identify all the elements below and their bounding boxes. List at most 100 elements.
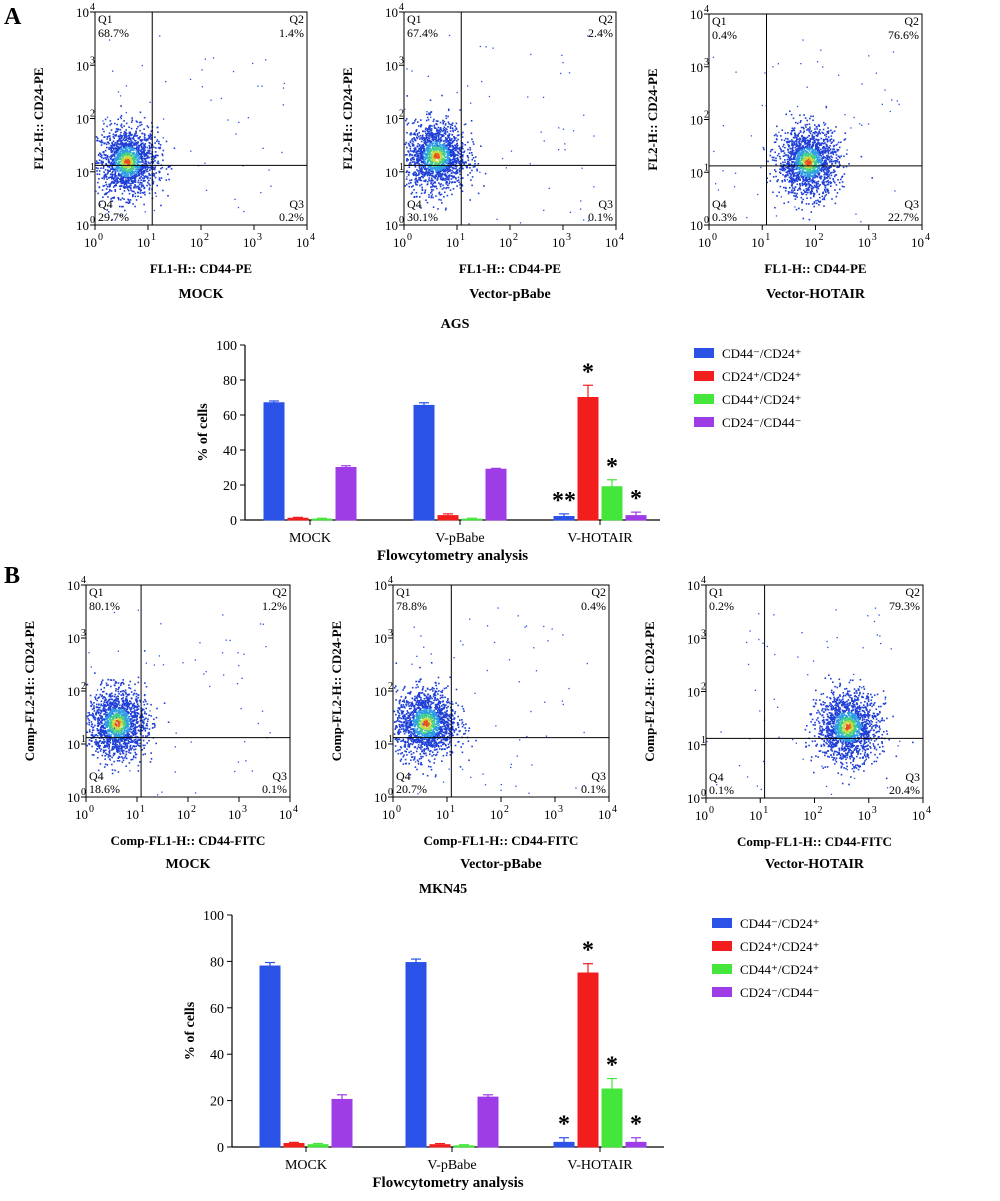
y-tick-label: 10 3 <box>67 628 86 646</box>
x-tick-label: 10 0 <box>393 232 412 250</box>
x-tick-label: 10 4 <box>911 232 930 250</box>
bar-2-3 <box>625 515 647 521</box>
y-tick-label: 10 2 <box>687 682 706 700</box>
legend-label: CD24⁻/CD44⁻ <box>722 415 801 430</box>
quadrant-q3-value: 0.2% <box>279 210 304 224</box>
y-tick-label: 10 2 <box>385 109 404 127</box>
quadrant-q4-value: 18.6% <box>89 782 120 796</box>
quadrant-q1-label: Q1 <box>709 585 724 599</box>
quadrant-q1-value: 78.8% <box>396 599 427 613</box>
legend-label: CD44⁺/CD24⁺ <box>740 962 819 977</box>
x-tick-label: V-pBabe <box>427 1158 476 1173</box>
quadrant-q1-label: Q1 <box>712 14 727 28</box>
quadrant-q4-value: 30.1% <box>407 210 438 224</box>
y-tick-label: 10 3 <box>374 628 393 646</box>
svg-text:1: 1 <box>151 232 156 243</box>
svg-text:10: 10 <box>393 235 406 250</box>
x-axis-label: Comp-FL1-H:: CD44-FITC <box>424 833 579 848</box>
quadrant-q2-value: 2.4% <box>588 26 613 40</box>
density-cloud <box>712 39 900 223</box>
quadrant-q2-label: Q2 <box>272 585 287 599</box>
y-tick-label: 10 1 <box>76 162 95 180</box>
y-tick-label: 0 <box>217 1141 224 1156</box>
quadrant-q2-value: 1.4% <box>279 26 304 40</box>
bar-1-2 <box>453 1145 475 1148</box>
y-tick-label: 10 4 <box>385 2 404 20</box>
svg-text:2: 2 <box>513 232 518 243</box>
legend-label: CD44⁺/CD24⁺ <box>722 392 801 407</box>
scatter-caption: MOCK <box>178 287 223 302</box>
y-tick-label: 10 2 <box>76 109 95 127</box>
x-tick-label: 10 0 <box>75 804 94 822</box>
legend-label: CD44⁻/CD24⁺ <box>722 346 801 361</box>
svg-text:2: 2 <box>90 109 95 120</box>
y-tick-label: 20 <box>223 479 237 494</box>
significance-star: * <box>582 359 594 385</box>
svg-text:4: 4 <box>399 2 404 13</box>
legend-swatch <box>694 371 714 381</box>
density-cloud <box>95 35 285 221</box>
quadrant-q2-label: Q2 <box>904 14 919 28</box>
x-tick-label: 10 3 <box>858 805 877 823</box>
cell-line-label: AGS <box>441 317 470 332</box>
svg-text:0: 0 <box>90 215 95 226</box>
legend-label: CD44⁻/CD24⁺ <box>740 916 819 931</box>
quadrant-q1-value: 67.4% <box>407 26 438 40</box>
x-tick-label: V-HOTAIR <box>567 531 633 546</box>
x-tick-label: 10 2 <box>177 804 196 822</box>
bar-2-1 <box>577 972 599 1148</box>
scatter-caption: Vector-pBabe <box>469 287 550 302</box>
legend-swatch <box>694 394 714 404</box>
svg-text:1: 1 <box>460 232 465 243</box>
x-tick-label: MOCK <box>285 1158 327 1173</box>
significance-star: ** <box>552 488 576 514</box>
x-tick-label: 10 1 <box>749 805 768 823</box>
y-tick-label: 10 4 <box>67 575 86 593</box>
x-tick-label: 10 0 <box>382 804 401 822</box>
legend-swatch <box>712 987 732 997</box>
svg-text:10: 10 <box>499 235 512 250</box>
y-tick-label: 10 1 <box>67 734 86 752</box>
svg-text:2: 2 <box>399 109 404 120</box>
density-cloud <box>404 34 595 225</box>
x-axis-label: Flowcytometry analysis <box>372 1175 523 1191</box>
svg-text:10: 10 <box>385 58 398 73</box>
quadrant-q1-value: 80.1% <box>89 599 120 613</box>
x-axis-label: FL1-H:: CD44-PE <box>150 261 252 276</box>
x-tick-label: 10 4 <box>279 804 298 822</box>
y-axis-label: Comp-FL2-H:: CD24-PE <box>22 621 37 761</box>
y-axis-label: FL2-H:: CD24-PE <box>340 67 355 169</box>
y-tick-label: 10 4 <box>76 2 95 20</box>
quadrant-q3-label: Q3 <box>905 770 920 784</box>
svg-text:4: 4 <box>619 232 624 243</box>
quadrant-q2-label: Q2 <box>598 12 613 26</box>
x-tick-label: 10 0 <box>698 232 717 250</box>
svg-text:3: 3 <box>399 55 404 66</box>
x-tick-label: 10 2 <box>499 232 518 250</box>
svg-text:10: 10 <box>552 235 565 250</box>
y-tick-label: 10 4 <box>690 4 709 22</box>
axis-ticks: 10 010 010 110 110 210 210 310 310 410 4 <box>385 2 624 250</box>
axis-ticks: 10 010 010 110 110 210 210 310 310 410 4 <box>687 575 931 823</box>
svg-text:1: 1 <box>90 162 95 173</box>
x-tick-label: 10 2 <box>490 804 509 822</box>
quadrant-q4-label: Q4 <box>98 197 113 211</box>
svg-text:10: 10 <box>385 112 398 127</box>
quadrant-q3-value: 0.1% <box>588 210 613 224</box>
bar-0-1 <box>287 517 309 521</box>
x-tick-label: 10 0 <box>84 232 103 250</box>
svg-text:10: 10 <box>385 5 398 20</box>
svg-text:0: 0 <box>98 232 103 243</box>
scatter-caption: Vector-pBabe <box>460 857 541 872</box>
bar-1-0 <box>405 962 427 1148</box>
svg-text:0: 0 <box>399 215 404 226</box>
quadrant-q1-label: Q1 <box>396 585 411 599</box>
quadrant-q4-value: 0.3% <box>712 210 737 224</box>
y-tick-label: 10 4 <box>374 575 393 593</box>
